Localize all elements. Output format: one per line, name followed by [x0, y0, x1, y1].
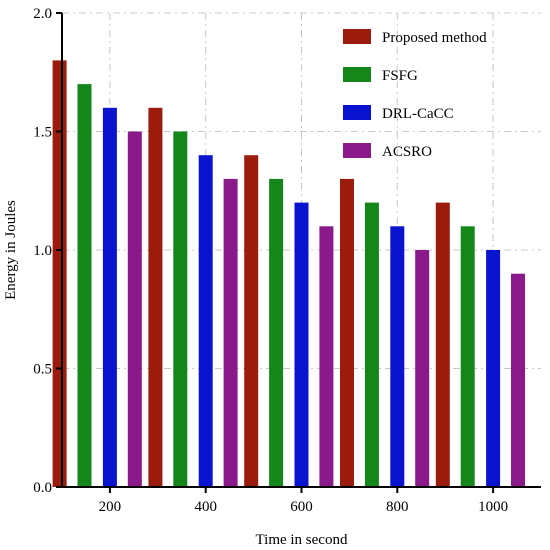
legend: Proposed method FSFG DRL-CaCC ACSRO	[343, 29, 487, 160]
bar-2-0	[102, 107, 117, 488]
bar-1-1	[173, 131, 188, 487]
bar-3-1	[223, 178, 238, 487]
bar-0-1	[148, 107, 163, 488]
bar-2-4	[486, 250, 501, 487]
x-axis-title: Time in second	[256, 532, 348, 548]
legend-label-3: ACSRO	[382, 144, 432, 160]
legend-swatch-1	[343, 67, 371, 82]
bar-3-2	[319, 226, 334, 488]
x-tick-label-1: 400	[194, 499, 217, 515]
bars	[52, 60, 526, 488]
bar-2-1	[198, 155, 213, 487]
y-tick-label-2: 1.0	[33, 243, 52, 259]
y-tick-label-4: 2.0	[33, 6, 52, 22]
bar-0-0	[52, 60, 67, 488]
x-tick-label-0: 200	[99, 499, 122, 515]
bar-2-2	[294, 202, 309, 487]
bar-3-4	[511, 273, 526, 487]
y-tick-label-3: 1.5	[33, 125, 52, 141]
bar-1-3	[364, 202, 379, 487]
legend-label-0: Proposed method	[382, 30, 487, 46]
bar-0-2	[244, 155, 259, 487]
y-axis-title: Energy in Joules	[3, 200, 19, 300]
bar-0-3	[340, 178, 355, 487]
bar-1-4	[460, 226, 475, 488]
x-tick-label-3: 800	[386, 499, 409, 515]
x-tick-label-2: 600	[290, 499, 313, 515]
legend-swatch-2	[343, 105, 371, 120]
y-tick-label-1: 0.5	[33, 362, 52, 378]
legend-swatch-0	[343, 29, 371, 44]
y-tick-label-0: 0.0	[33, 480, 52, 496]
bar-3-3	[415, 250, 430, 487]
bar-2-3	[390, 226, 405, 488]
legend-label-2: DRL-CaCC	[382, 106, 454, 122]
bar-3-0	[127, 131, 142, 487]
legend-label-1: FSFG	[382, 68, 418, 84]
bar-0-4	[435, 202, 450, 487]
legend-swatch-3	[343, 143, 371, 158]
bar-1-0	[77, 84, 92, 487]
bar-1-2	[269, 178, 284, 487]
axes: 200 400 600 800 1000 0.0 0.5 1.0 1.5 2.0	[33, 6, 541, 515]
x-tick-label-4: 1000	[478, 499, 508, 515]
